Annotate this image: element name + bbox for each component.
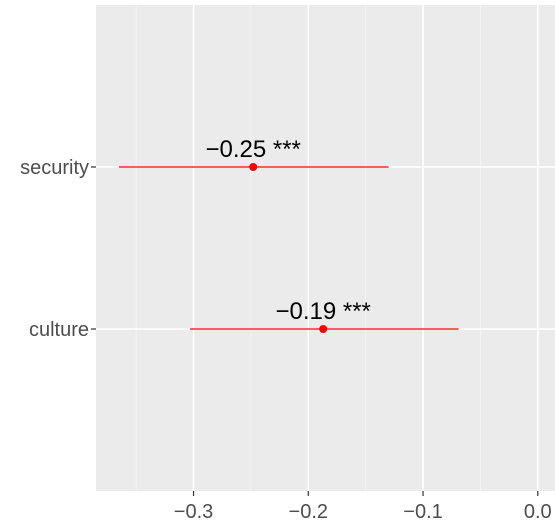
point-estimate: [319, 325, 328, 333]
x-tick-label: −0.3: [174, 501, 213, 523]
y-tick-label: security: [20, 157, 89, 179]
estimate-label: −0.25 ***: [205, 136, 300, 163]
y-axis: security culture: [20, 157, 96, 341]
point-estimate: [249, 163, 258, 171]
minor-gridlines: [135, 5, 481, 491]
x-tick-label: 0.0: [524, 501, 552, 523]
x-tick-label: −0.1: [403, 501, 442, 523]
y-tick-label: culture: [29, 319, 89, 341]
data-marks: −0.25 *** −0.19 ***: [118, 136, 459, 333]
x-axis: −0.3 −0.2 −0.1 0.0: [174, 491, 552, 523]
x-tick-label: −0.2: [289, 501, 328, 523]
panel-background: [96, 5, 555, 491]
estimate-label: −0.19 ***: [275, 298, 370, 325]
